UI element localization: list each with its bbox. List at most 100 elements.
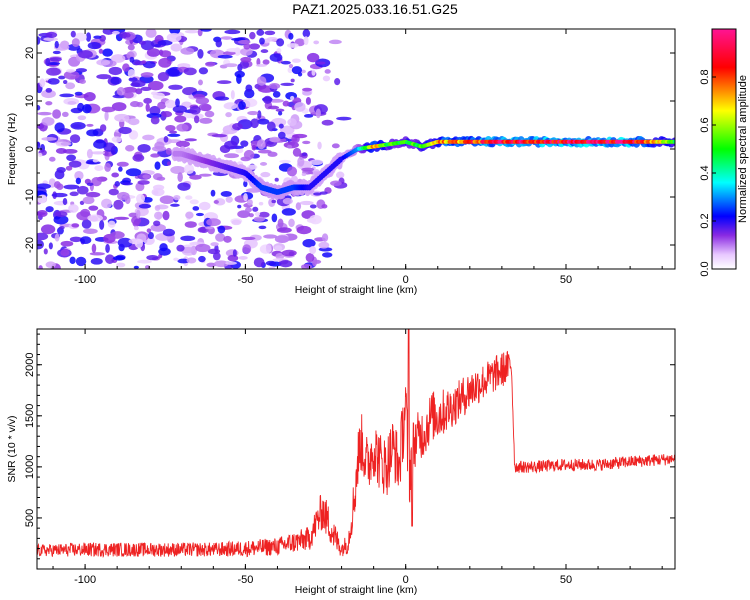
heatmap-cell xyxy=(232,249,237,257)
heatmap-cell xyxy=(240,56,252,63)
heatmap-cell xyxy=(116,262,126,268)
heatmap-cell xyxy=(225,112,232,118)
heatmap-cell xyxy=(287,144,293,149)
heatmap-cell xyxy=(195,243,211,253)
heatmap-cell xyxy=(150,116,160,125)
heatmap-cell xyxy=(157,101,167,110)
heatmap-cell xyxy=(143,97,152,104)
heatmap-cell xyxy=(116,161,129,167)
heatmap-cell xyxy=(204,226,214,230)
heatmap-cell xyxy=(146,228,152,233)
heatmap-cell xyxy=(140,86,152,92)
spectrogram-xlabel: Height of straight line (km) xyxy=(295,284,418,296)
snr-panel: -100 -50 0 50 500 1000 1500 2000 Height of str… xyxy=(6,328,676,596)
heatmap-cell xyxy=(256,76,267,86)
heatmap-cell xyxy=(224,140,238,150)
heatmap-cell xyxy=(253,257,265,268)
heatmap-cell xyxy=(237,204,242,209)
spectrogram-xtick-label: 0 xyxy=(403,274,409,286)
heatmap-cell xyxy=(271,213,278,223)
heatmap-cell xyxy=(302,87,313,92)
heatmap-cell xyxy=(123,91,134,99)
heatmap-cell xyxy=(288,32,294,40)
heatmap-cell xyxy=(231,219,242,226)
heatmap-cell xyxy=(37,239,44,250)
spectrogram-ytick-label: -20 xyxy=(24,237,36,253)
heatmap-cell xyxy=(111,102,127,112)
heatmap-cell xyxy=(309,214,322,225)
heatmap-cell xyxy=(154,141,165,150)
heatmap-cell xyxy=(159,50,172,58)
snr-xtick-label: 50 xyxy=(560,574,572,586)
heatmap-cell xyxy=(86,129,99,137)
heatmap-cell xyxy=(248,213,254,218)
heatmap-cell xyxy=(133,265,139,269)
colorbar-gradient xyxy=(711,28,737,270)
heatmap-cell xyxy=(162,210,170,221)
heatmap-cell xyxy=(313,40,320,45)
heatmap-cell xyxy=(245,207,252,213)
heatmap-cell xyxy=(150,153,160,158)
heatmap-cell xyxy=(265,260,277,266)
heatmap-cell xyxy=(290,95,295,101)
heatmap-cell xyxy=(274,245,283,252)
heatmap-cell xyxy=(287,118,297,127)
heatmap-cell xyxy=(136,193,146,204)
heatmap-cell xyxy=(140,72,154,78)
heatmap-cell xyxy=(69,236,83,243)
heatmap-cell xyxy=(277,131,286,140)
heatmap-cell xyxy=(268,83,281,90)
heatmap-cell xyxy=(54,122,65,133)
heatmap-cell xyxy=(91,243,97,254)
heatmap-cell xyxy=(75,177,82,185)
heatmap-cell xyxy=(154,211,163,220)
snr-xlabel: Height of straight line (km) xyxy=(295,584,418,596)
heatmap-cell xyxy=(199,173,212,177)
heatmap-cell xyxy=(240,140,249,147)
heatmap-cell xyxy=(158,57,172,68)
heatmap-cell xyxy=(37,141,41,150)
heatmap-cell xyxy=(102,29,115,35)
heatmap-cell xyxy=(215,233,226,242)
heatmap-cell xyxy=(142,174,151,179)
heatmap-cell xyxy=(153,43,162,48)
heatmap-cell xyxy=(262,59,270,65)
heatmap-cell xyxy=(131,80,146,88)
heatmap-cell xyxy=(52,50,61,55)
heatmap-cell xyxy=(241,236,256,241)
colorbar-tick-label: 0.0 xyxy=(699,261,711,276)
heatmap-cell xyxy=(309,204,317,209)
heatmap-cell xyxy=(321,119,334,126)
heatmap-cell xyxy=(136,209,141,219)
heatmap-cell xyxy=(122,63,130,72)
heatmap-cell xyxy=(276,38,285,47)
heatmap-cell xyxy=(197,48,204,59)
heatmap-cell xyxy=(286,43,299,48)
heatmap-cell xyxy=(149,105,161,116)
heatmap-cell xyxy=(96,59,111,66)
heatmap-cell xyxy=(271,199,277,204)
heatmap-cell xyxy=(281,208,296,216)
heatmap-cell xyxy=(170,165,186,175)
heatmap-cell xyxy=(151,188,165,197)
snr-ylabel: SNR (10 * v/v) xyxy=(6,415,18,482)
heatmap-cell xyxy=(280,60,291,65)
heatmap-cell xyxy=(45,206,54,213)
heatmap-cell xyxy=(83,91,96,102)
heatmap-cell xyxy=(145,103,150,112)
heatmap-cell xyxy=(45,261,56,268)
heatmap-cell xyxy=(40,224,56,235)
heatmap-cell xyxy=(110,231,125,239)
heatmap-cell xyxy=(86,123,94,127)
heatmap-cell xyxy=(49,57,62,62)
heatmap-cell xyxy=(37,111,52,116)
heatmap-cell xyxy=(259,162,268,166)
heatmap-cell xyxy=(280,82,295,86)
heatmap-cell xyxy=(177,182,191,191)
heatmap-cell xyxy=(52,109,62,119)
heatmap-cell xyxy=(79,79,86,84)
heatmap-cell xyxy=(257,110,262,119)
heatmap-cell xyxy=(213,200,219,204)
snr-xtick-label: -100 xyxy=(74,574,96,586)
